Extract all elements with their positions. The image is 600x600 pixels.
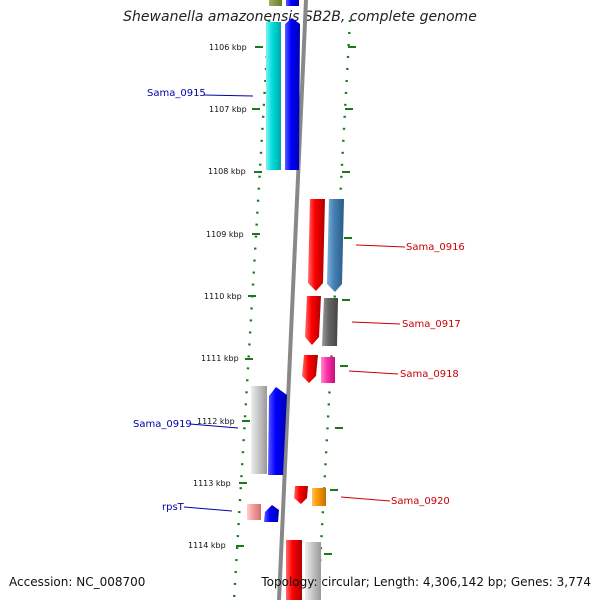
connector-sama-0920 bbox=[340, 496, 391, 502]
gene-blue-rpsT bbox=[264, 505, 279, 522]
forward-genes bbox=[247, 0, 321, 600]
gene-orange-0920 bbox=[312, 488, 326, 506]
tick-label: 1108 kbp bbox=[208, 167, 246, 176]
tick-labels: 1106 kbp 1107 kbp 1108 kbp 1109 kbp 1110… bbox=[188, 43, 247, 550]
gene-label-sama-0919: Sama_0919 bbox=[133, 419, 192, 430]
tick-label: 1111 kbp bbox=[201, 354, 239, 363]
gene-red-bottom bbox=[286, 540, 302, 600]
gene-red-0917 bbox=[305, 296, 321, 345]
gene-label-sama-0920: Sama_0920 bbox=[391, 496, 450, 507]
tick-label: 1112 kbp bbox=[197, 417, 235, 426]
connector-sama-0917 bbox=[351, 321, 401, 325]
tick-label: 1107 kbp bbox=[209, 105, 247, 114]
gene-pink-0918 bbox=[321, 357, 335, 383]
label-connectors bbox=[183, 94, 406, 512]
gene-cyan bbox=[266, 22, 281, 170]
gene-label-sama-0917: Sama_0917 bbox=[402, 319, 461, 330]
gene-steel-0916 bbox=[327, 199, 344, 292]
connector-sama-0919 bbox=[189, 423, 239, 429]
gene-blue-0919 bbox=[268, 387, 287, 475]
reverse-genes bbox=[294, 199, 344, 506]
gene-red-0918 bbox=[302, 355, 318, 383]
gene-salmon bbox=[247, 504, 261, 520]
major-ticks bbox=[236, 46, 356, 555]
gene-label-sama-0916: Sama_0916 bbox=[406, 242, 465, 253]
right-dotted-guide bbox=[316, 19, 352, 600]
gene-olive bbox=[269, 0, 282, 6]
gene-red-0920 bbox=[294, 486, 308, 504]
gene-labels: Sama_0915 Sama_0916 Sama_0917 Sama_0918 … bbox=[133, 88, 465, 513]
topology-text: Topology: circular; Length: 4,306,142 bp… bbox=[261, 575, 591, 589]
gene-red-0916 bbox=[308, 199, 325, 291]
map-title: Shewanella amazonensis SB2B, complete ge… bbox=[123, 9, 477, 25]
tick-label: 1113 kbp bbox=[193, 479, 231, 488]
tick-label: 1114 kbp bbox=[188, 541, 226, 550]
connector-rpsT bbox=[183, 506, 233, 512]
tick-label: 1109 kbp bbox=[206, 230, 244, 239]
gene-label-sama-0915: Sama_0915 bbox=[147, 88, 206, 99]
gene-gray-bottom bbox=[305, 542, 321, 600]
tick-label: 1110 kbp bbox=[204, 292, 242, 301]
gene-label-rpsT: rpsT bbox=[162, 502, 185, 513]
connector-sama-0916 bbox=[355, 244, 406, 248]
gene-blue-top bbox=[286, 0, 299, 6]
gene-blue-large bbox=[285, 18, 300, 170]
connector-sama-0915 bbox=[203, 94, 254, 97]
left-dotted-guide bbox=[232, 19, 271, 600]
gene-gray-0919 bbox=[251, 386, 267, 474]
gene-label-sama-0918: Sama_0918 bbox=[400, 369, 459, 380]
genome-backbone bbox=[277, 0, 308, 600]
accession-text: Accession: NC_008700 bbox=[9, 575, 146, 589]
tick-label: 1106 kbp bbox=[209, 43, 247, 52]
connector-sama-0918 bbox=[348, 370, 399, 375]
gene-dark-0917 bbox=[322, 298, 338, 346]
